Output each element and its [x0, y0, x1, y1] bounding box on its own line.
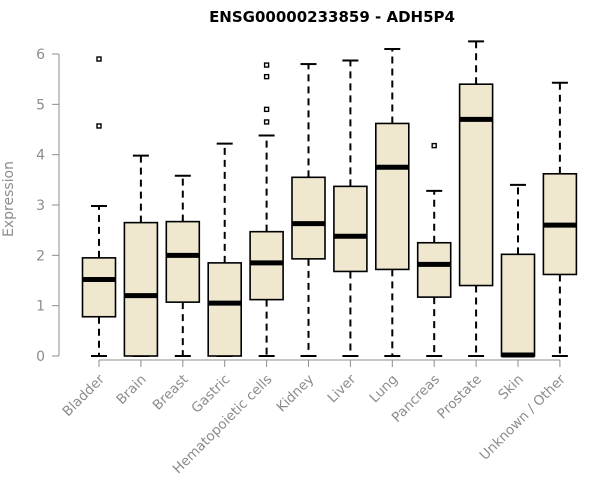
outlier-point — [431, 142, 437, 149]
box-group — [542, 81, 578, 357]
y-tick-label: 5 — [36, 97, 45, 113]
y-tick-label: 6 — [36, 47, 45, 63]
box — [416, 241, 452, 298]
y-tick-label: 3 — [36, 198, 45, 214]
box — [165, 220, 201, 303]
box — [374, 122, 410, 271]
outlier-point — [96, 56, 102, 62]
box-group — [81, 56, 117, 357]
x-tick-label: Lung — [367, 372, 402, 407]
box — [291, 176, 326, 260]
box — [458, 83, 494, 287]
box-group — [165, 174, 201, 357]
box-group — [207, 142, 242, 357]
x-tick-label: Prostate — [434, 372, 485, 423]
box-group — [333, 59, 368, 357]
box — [333, 185, 368, 273]
box-group — [291, 63, 326, 357]
box-group — [458, 40, 494, 357]
outlier-point — [263, 106, 270, 113]
box — [249, 230, 284, 301]
outlier-point — [96, 123, 102, 129]
x-tick-label: Brain — [113, 372, 149, 408]
x-tick-label: Kidney — [273, 372, 317, 416]
x-tick-label: Liver — [324, 371, 359, 406]
x-tick-label: Bladder — [60, 371, 109, 420]
y-axis-label: Expression — [1, 161, 17, 237]
chart-title: ENSG00000233859 - ADH5P4 — [209, 8, 455, 26]
y-axis: 0 1 2 3 4 5 6 — [36, 47, 60, 365]
box-group — [123, 154, 159, 357]
y-tick-label: 1 — [36, 299, 45, 315]
box-group — [416, 142, 452, 357]
outlier-point — [263, 73, 270, 80]
box — [207, 262, 242, 357]
outlier-point — [263, 119, 270, 125]
box-group — [500, 183, 536, 358]
box — [81, 257, 117, 318]
plot-area — [81, 40, 578, 358]
y-tick-label: 2 — [36, 248, 45, 264]
y-tick-label: 4 — [36, 148, 45, 164]
box-group — [249, 62, 284, 357]
box — [500, 253, 536, 357]
box — [123, 221, 159, 357]
box-group — [374, 47, 410, 357]
x-tick-label: Skin — [495, 372, 527, 404]
y-tick-label: 0 — [36, 349, 45, 365]
outlier-point — [263, 62, 270, 68]
x-tick-label: Breast — [150, 372, 192, 414]
